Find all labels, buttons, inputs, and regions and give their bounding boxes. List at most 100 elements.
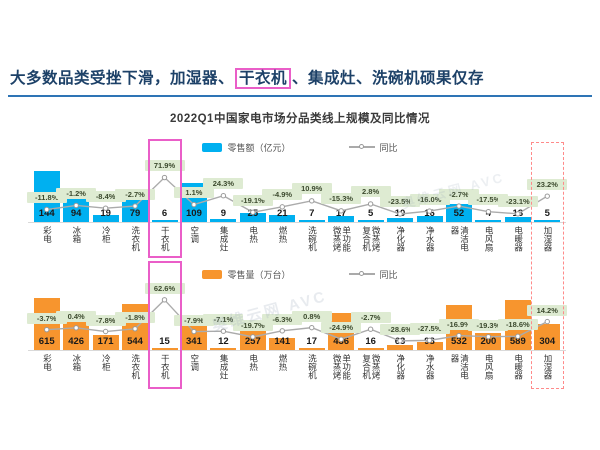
yoy-label: -16.0% — [409, 193, 450, 205]
yoy-line-online-retail-volume — [44, 297, 550, 344]
legend-item-line: 同比 — [348, 268, 398, 281]
axis-label-wrap: 清洁电器 — [445, 354, 473, 382]
yoy-marker-icon — [338, 207, 344, 214]
value-label: 16 — [424, 208, 435, 219]
yoy-label: 2.8% — [350, 186, 391, 198]
title-highlight-box: 干衣机 — [235, 68, 292, 90]
axis-label-wrap: 电风扇 — [474, 354, 502, 382]
value-label: 79 — [129, 208, 141, 219]
yoy-marker-icon — [397, 210, 403, 217]
yoy-label: -27.5% — [409, 323, 450, 335]
yoy-marker-icon — [544, 192, 550, 199]
axis-label: 空调 — [189, 226, 200, 243]
axis-label-wrap: 干衣机 — [151, 226, 179, 254]
axis-label-wrap: 单功能微蒸烤 — [327, 354, 355, 382]
value-label: 9 — [220, 208, 227, 219]
legend-line-marker-icon — [348, 143, 375, 149]
yoy-label: -17.5% — [468, 194, 509, 206]
yoy-marker-icon — [367, 200, 374, 207]
axis-label-wrap: 电热 — [239, 226, 267, 254]
legend-label: 零售额（亿元） — [227, 142, 291, 153]
axis-label: 净水器 — [425, 226, 436, 252]
axis-label-wrap: 单功能微蒸烤 — [327, 226, 355, 254]
bar-online-retail-value — [269, 214, 296, 222]
yoy-marker-icon — [515, 210, 521, 217]
yoy-marker-icon — [309, 324, 315, 331]
legend-label: 同比 — [379, 142, 398, 153]
axis-label: 彩电 — [42, 226, 53, 243]
yoy-marker-icon — [279, 203, 285, 210]
bar-online-retail-value — [475, 220, 502, 222]
axis-label: 洗碗机 — [307, 354, 318, 380]
yoy-label: 14.2% — [527, 304, 568, 316]
bar-online-retail-value — [534, 220, 561, 222]
yoy-label: -7.9% — [173, 314, 214, 326]
axis-label-wrap: 空调 — [180, 354, 208, 382]
value-label: 94 — [70, 208, 82, 219]
yoy-label: 0.4% — [56, 310, 97, 322]
yoy-marker-icon — [102, 205, 109, 211]
axis-label: 集成灶 — [219, 226, 230, 252]
axis-label: 清洁电器 — [449, 226, 470, 252]
bar-online-retail-volume — [534, 324, 561, 350]
value-label: 532 — [451, 336, 467, 347]
yoy-marker-icon — [161, 174, 168, 180]
yoy-label: -1.2% — [56, 187, 97, 199]
yoy-label: -23.1% — [497, 196, 538, 208]
highlight-box-humidifier — [531, 142, 564, 389]
bar-online-retail-value — [416, 216, 443, 222]
bar-online-retail-volume — [357, 348, 384, 350]
axis-label-wrap: 彩电 — [33, 354, 61, 382]
axis-label-wrap: 电风扇 — [474, 226, 502, 254]
axis-label-wrap: 清洁电器 — [445, 226, 473, 254]
value-label: 5 — [367, 208, 374, 219]
value-label: 7 — [309, 208, 315, 219]
value-label: 341 — [186, 336, 202, 347]
value-label: 12 — [218, 336, 229, 347]
yoy-label: -3.7% — [26, 312, 67, 324]
axis-label: 干衣机 — [160, 226, 171, 252]
title-underline — [8, 95, 592, 97]
yoy-label: -2.7% — [350, 312, 391, 324]
bar-online-retail-value — [357, 220, 384, 222]
axis-label: 空调 — [189, 354, 200, 371]
axis-label-wrap: 净水器 — [416, 354, 444, 382]
yoy-label: -23.5% — [380, 196, 421, 208]
yoy-marker-icon — [161, 297, 168, 303]
value-label: 19 — [100, 208, 111, 219]
yoy-marker-icon — [426, 337, 433, 344]
axis-label: 电风扇 — [484, 226, 495, 252]
axis-label: 净水器 — [425, 354, 436, 380]
axis-label: 清洁电器 — [449, 354, 470, 380]
bar-online-retail-volume — [416, 341, 443, 350]
yoy-marker-icon — [367, 326, 374, 332]
yoy-label: 71.9% — [144, 160, 185, 172]
value-label: 52 — [453, 208, 465, 219]
axis-label-wrap: 洗衣机 — [121, 226, 149, 254]
yoy-marker-icon — [397, 338, 403, 344]
bar-online-retail-value — [445, 203, 472, 222]
value-label: 17 — [306, 336, 317, 347]
axis-label: 净化器 — [395, 226, 406, 252]
yoy-marker-icon — [191, 201, 197, 207]
axis-label: 集成灶 — [219, 354, 230, 380]
yoy-marker-icon — [426, 207, 433, 214]
yoy-label: 62.6% — [144, 282, 185, 294]
axis-label: 冰箱 — [71, 226, 82, 243]
yoy-label: -1.8% — [115, 311, 156, 323]
bar-online-retail-volume — [298, 348, 325, 350]
yoy-marker-icon — [250, 334, 256, 340]
bar-online-retail-value — [328, 215, 355, 222]
bar-online-retail-value — [210, 218, 237, 222]
axis-label: 单功能微蒸烤 — [332, 354, 352, 380]
yoy-marker-icon — [44, 206, 50, 212]
axis-label: 洗碗机 — [307, 226, 318, 252]
legend-label: 零售量（万台） — [227, 269, 291, 280]
axis-label: 冷柜 — [101, 226, 112, 243]
axis-label-wrap: 电热 — [239, 354, 267, 382]
axis-label: 净化器 — [395, 354, 406, 380]
axis-label: 干衣机 — [160, 354, 171, 380]
value-label: 6 — [161, 208, 168, 219]
axis-label: 加湿器 — [543, 226, 554, 252]
yoy-label: 24.3% — [203, 178, 244, 190]
